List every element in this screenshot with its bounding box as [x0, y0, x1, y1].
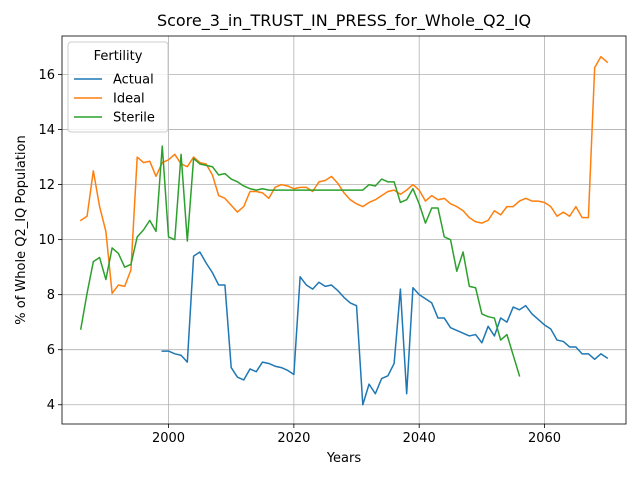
x-tick-label: 2020 [277, 431, 310, 446]
x-tick-label: 2000 [152, 431, 185, 446]
legend-label-actual: Actual [113, 73, 154, 88]
y-axis-ticks: 4 6 8 10 12 14 16 [38, 68, 62, 413]
grid-lines [62, 36, 626, 424]
y-tick-label: 10 [38, 233, 55, 248]
x-axis-label: Years [326, 451, 362, 466]
series-line-sterile [79, 145, 521, 377]
legend: Fertility Actual Ideal Sterile [67, 41, 169, 133]
y-tick-label: 4 [47, 398, 55, 413]
y-tick-label: 16 [38, 68, 55, 83]
series-lines [79, 55, 609, 406]
legend-box [67, 41, 169, 133]
y-tick-label: 12 [38, 178, 55, 193]
series-line-actual [161, 251, 609, 406]
plot-frame [61, 35, 627, 425]
x-tick-label: 2040 [403, 431, 436, 446]
x-axis-ticks: 2000 2020 2040 2060 [152, 424, 561, 446]
legend-label-sterile: Sterile [113, 111, 155, 126]
y-tick-label: 8 [47, 288, 55, 303]
legend-title: Fertility [94, 49, 143, 64]
chart-title: Score_3_in_TRUST_IN_PRESS_for_Whole_Q2_I… [157, 11, 531, 31]
x-tick-label: 2060 [528, 431, 561, 446]
series-line-ideal [79, 55, 609, 295]
legend-entries: Actual Ideal Sterile [74, 73, 155, 126]
legend-label-ideal: Ideal [113, 92, 145, 107]
y-axis-label: % of Whole Q2_IQ Population [14, 135, 29, 324]
y-tick-label: 6 [47, 343, 55, 358]
y-tick-label: 14 [38, 123, 55, 138]
